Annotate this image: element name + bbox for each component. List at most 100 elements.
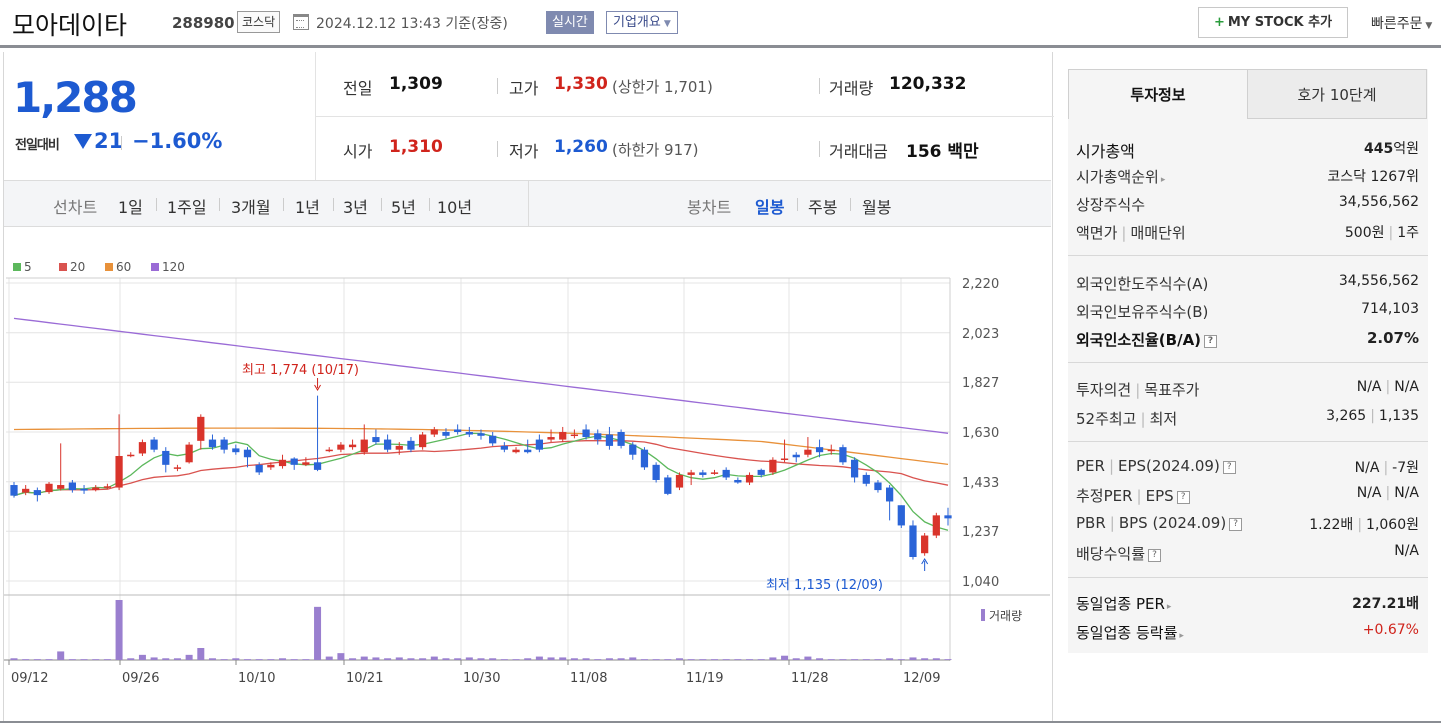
- help-icon[interactable]: ?: [1204, 335, 1218, 348]
- candle-body: [477, 433, 485, 436]
- tab-candle-2[interactable]: 월봉: [862, 198, 892, 217]
- eps-label: EPS(2024.09): [1118, 457, 1220, 475]
- candle-body: [862, 474, 870, 484]
- tab-line-5[interactable]: 5년: [391, 198, 416, 217]
- week52-high-value: 3,265: [1326, 408, 1367, 424]
- candle-body: [302, 462, 310, 465]
- volume-bar: [33, 659, 41, 660]
- volume-bar: [372, 657, 380, 660]
- par-label: 액면가: [1076, 224, 1118, 242]
- candle-body: [33, 490, 41, 496]
- market-cap-rank-label[interactable]: 시가총액순위 ▸: [1076, 166, 1165, 187]
- candle-body: [208, 439, 217, 448]
- add-mystock-button[interactable]: + MY STOCK 추가: [1198, 7, 1348, 38]
- volume-bar: [652, 659, 660, 660]
- candle-body: [372, 437, 380, 443]
- candle-body: [197, 416, 205, 441]
- market-cap-value: 445억원: [1364, 138, 1419, 158]
- y-tick-label: 1,040: [962, 575, 999, 590]
- divider: [1068, 255, 1428, 256]
- volume-bar: [722, 659, 730, 660]
- realtime-button[interactable]: 실시간: [546, 11, 594, 34]
- candle-body: [827, 449, 835, 452]
- divider: [219, 198, 220, 211]
- volume-bar: [746, 659, 754, 660]
- volume-bar: [687, 659, 695, 660]
- tab-line-3[interactable]: 1년: [295, 198, 320, 217]
- market-badge: 코스닥: [237, 11, 281, 33]
- volume-bar: [851, 659, 859, 660]
- tab-line-4[interactable]: 3년: [343, 198, 368, 217]
- candle-body: [535, 439, 543, 450]
- high-label: 고가: [509, 79, 539, 98]
- help-icon[interactable]: ?: [1222, 461, 1236, 474]
- quick-order-dropdown[interactable]: 빠른주문 ▼: [1371, 13, 1432, 33]
- est-per-eps-label: 추정PER | EPS?: [1076, 485, 1190, 506]
- candle-body: [932, 515, 940, 536]
- volume-bar: [267, 659, 275, 660]
- sector-per-value: 227.21배: [1352, 596, 1419, 612]
- candle-body: [395, 445, 403, 450]
- low-annotation: 최저 1,135 (12/09): [766, 578, 883, 593]
- help-icon[interactable]: ?: [1176, 491, 1190, 504]
- volume-bar: [535, 656, 543, 660]
- volume-bar: [921, 658, 929, 660]
- tab-candle-1[interactable]: 주봉: [808, 198, 838, 217]
- chart-tabbar: [4, 180, 1051, 227]
- calendar-icon[interactable]: [293, 14, 309, 30]
- volume-bar: [886, 658, 894, 660]
- candle-body: [185, 444, 193, 463]
- low-arrow-head: [921, 558, 929, 565]
- volume-bar: [220, 659, 228, 660]
- line-chart-label: 선차트: [53, 198, 98, 217]
- tab-line-6[interactable]: 10년: [437, 198, 473, 217]
- candle-body: [383, 439, 392, 450]
- help-icon[interactable]: ?: [1229, 518, 1243, 531]
- ma-20-line: [13, 440, 949, 497]
- candle-body: [313, 462, 322, 470]
- foreign-limit-label: 외국인한도주식수(A): [1076, 275, 1209, 293]
- sector-per-label[interactable]: 동일업종 PER ▸: [1076, 593, 1171, 614]
- candle-body: [255, 464, 263, 473]
- pbr-label: PBR: [1076, 514, 1106, 532]
- volume-bar: [570, 658, 578, 660]
- change-percent: −1.60%: [132, 129, 223, 153]
- help-icon[interactable]: ?: [1148, 549, 1162, 562]
- divider: [797, 198, 798, 211]
- candle-body: [699, 472, 707, 475]
- candle-body: [909, 525, 917, 558]
- volume-bar: [932, 658, 940, 660]
- pbr-bps-value: 1.22배 | 1,060원: [1309, 514, 1419, 534]
- candle-body: [570, 434, 579, 437]
- candle-body: [874, 482, 882, 491]
- candle-body: [629, 444, 637, 455]
- company-overview-dropdown[interactable]: 기업개요 ▼: [606, 11, 678, 34]
- volume-bar: [489, 658, 497, 660]
- tab-line-1[interactable]: 1주일: [167, 198, 207, 217]
- candle-body: [804, 449, 812, 455]
- rank-label-text: 시가총액순위: [1076, 168, 1159, 186]
- volume-bar: [430, 656, 438, 660]
- volume-bar: [640, 659, 648, 660]
- volume-bar: [792, 658, 800, 660]
- tab-candle-0[interactable]: 일봉: [755, 198, 785, 217]
- divider: |: [1136, 487, 1142, 505]
- volume-bar: [290, 659, 298, 660]
- candle-body: [839, 447, 847, 463]
- per-label: PER: [1076, 457, 1105, 475]
- volume-bar: [594, 659, 602, 660]
- tab-hoga-10[interactable]: 호가 10단계: [1247, 69, 1427, 119]
- divider: |: [1370, 408, 1375, 424]
- volume-bar: [314, 606, 322, 660]
- candle-body: [512, 449, 520, 453]
- legend-label-5: 5: [24, 260, 32, 274]
- tab-line-0[interactable]: 1일: [118, 198, 143, 217]
- stock-chart[interactable]: 5 20 60 120 2,220 2,023 1,827 1,630 1,433 1,237 1,…: [4, 248, 1050, 688]
- candle-body: [710, 472, 719, 474]
- volume-bar: [804, 656, 812, 660]
- sector-change-label[interactable]: 동일업종 등락률 ▸: [1076, 622, 1184, 643]
- divider: |: [1385, 485, 1391, 501]
- y-tick-label: 1,433: [962, 476, 999, 491]
- tab-invest-info[interactable]: 투자정보: [1068, 69, 1248, 119]
- tab-line-2[interactable]: 3개월: [231, 198, 271, 217]
